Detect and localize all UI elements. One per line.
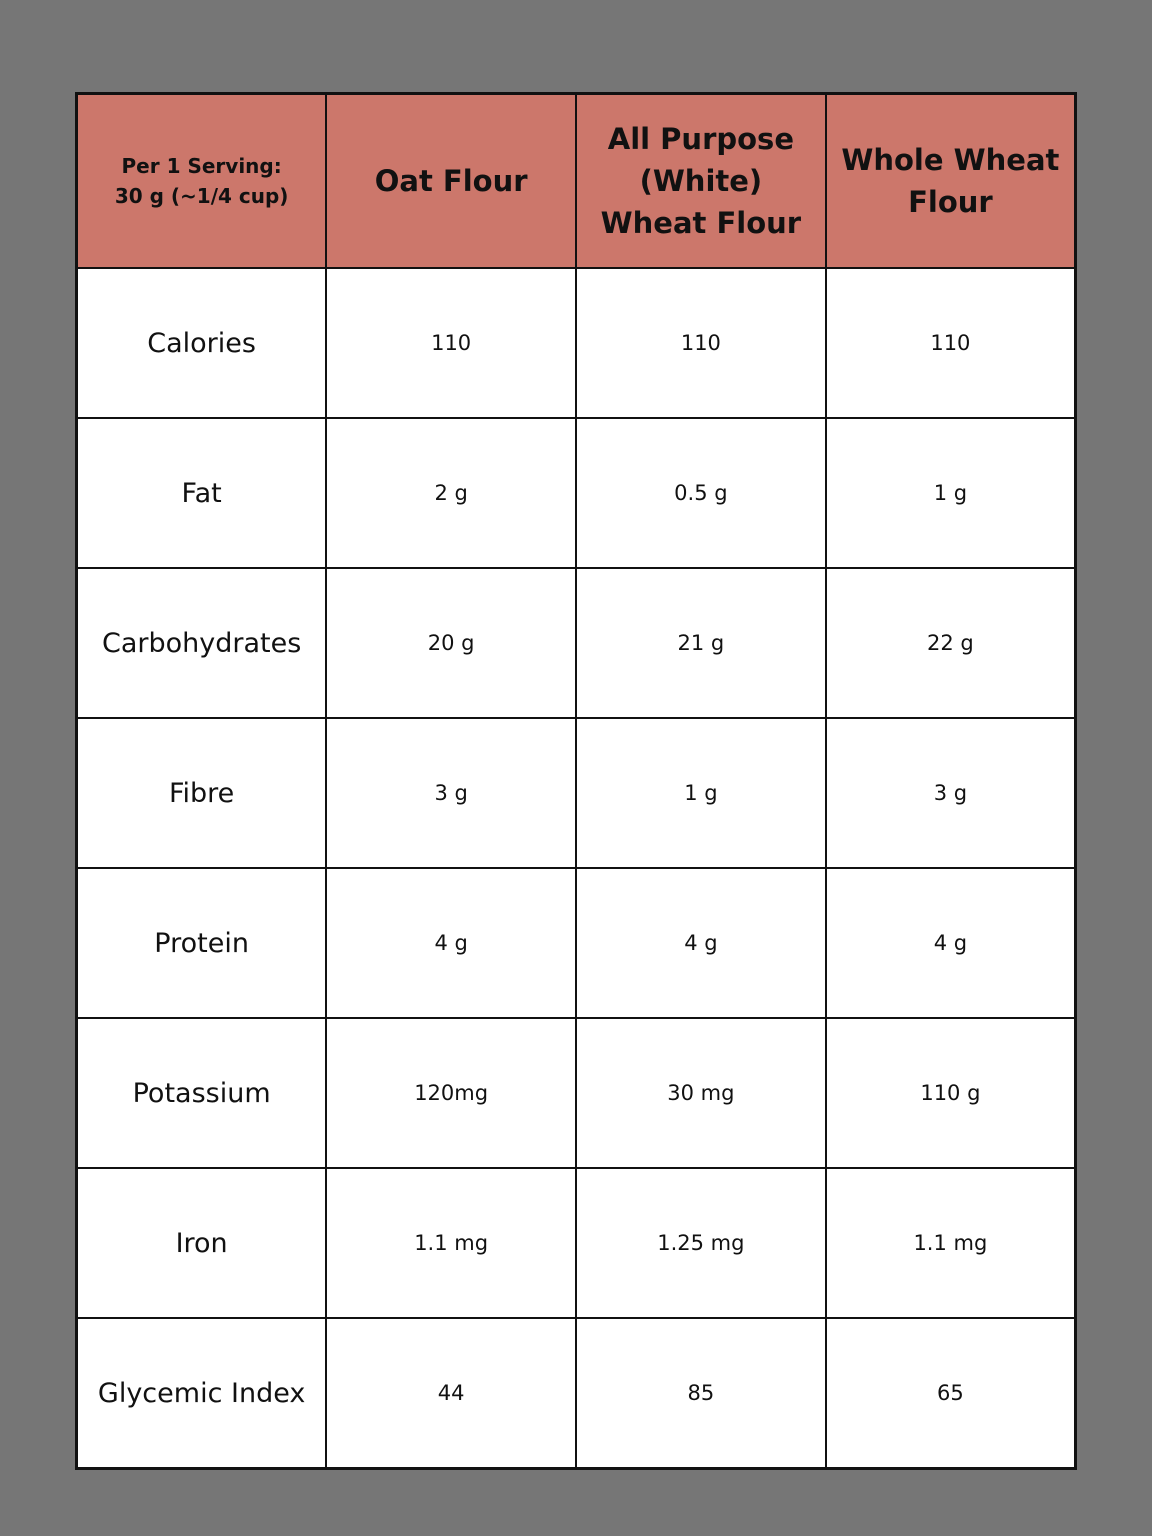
row-label: Potassium	[75, 1017, 328, 1169]
cell: 3 g	[824, 717, 1077, 869]
cell: 110 g	[824, 1017, 1077, 1169]
cell: 22 g	[824, 567, 1077, 719]
table-row: Iron 1.1 mg 1.25 mg 1.1 mg	[75, 1167, 1077, 1319]
nutrition-table: Per 1 Serving: 30 g (~1/4 cup) Oat Flour A…	[75, 92, 1077, 1470]
cell: 21 g	[575, 567, 827, 719]
row-label: Fibre	[75, 717, 328, 869]
row-label: Fat	[75, 417, 328, 569]
header-cell: All Purpose (White) Wheat Flour	[575, 92, 827, 269]
row-label: Glycemic Index	[75, 1317, 328, 1470]
cell: 110	[575, 267, 827, 419]
cell: 2 g	[325, 417, 577, 569]
cell: 110	[325, 267, 577, 419]
header-cell: Oat Flour	[325, 92, 577, 269]
cell: 65	[824, 1317, 1077, 1470]
row-label: Protein	[75, 867, 328, 1019]
table-row: Carbohydrates 20 g 21 g 22 g	[75, 567, 1077, 719]
cell: 1.1 mg	[824, 1167, 1077, 1319]
cell: 1.25 mg	[575, 1167, 827, 1319]
row-label: Iron	[75, 1167, 328, 1319]
cell: 1 g	[824, 417, 1077, 569]
cell: 30 mg	[575, 1017, 827, 1169]
cell: 85	[575, 1317, 827, 1470]
cell: 1.1 mg	[325, 1167, 577, 1319]
cell: 1 g	[575, 717, 827, 869]
cell: 120mg	[325, 1017, 577, 1169]
row-label: Carbohydrates	[75, 567, 328, 719]
cell: 4 g	[325, 867, 577, 1019]
table-row: Glycemic Index 44 85 65	[75, 1317, 1077, 1470]
cell: 110	[824, 267, 1077, 419]
cell: 3 g	[325, 717, 577, 869]
cell: 4 g	[824, 867, 1077, 1019]
cell: 0.5 g	[575, 417, 827, 569]
row-label: Calories	[75, 267, 328, 419]
header-cell: Whole Wheat Flour	[824, 92, 1077, 269]
table-row: Calories 110 110 110	[75, 267, 1077, 419]
header-row: Per 1 Serving: 30 g (~1/4 cup) Oat Flour A…	[75, 92, 1077, 269]
cell: 20 g	[325, 567, 577, 719]
header-cell: Per 1 Serving: 30 g (~1/4 cup)	[75, 92, 328, 269]
cell: 4 g	[575, 867, 827, 1019]
cell: 44	[325, 1317, 577, 1470]
table-row: Potassium 120mg 30 mg 110 g	[75, 1017, 1077, 1169]
